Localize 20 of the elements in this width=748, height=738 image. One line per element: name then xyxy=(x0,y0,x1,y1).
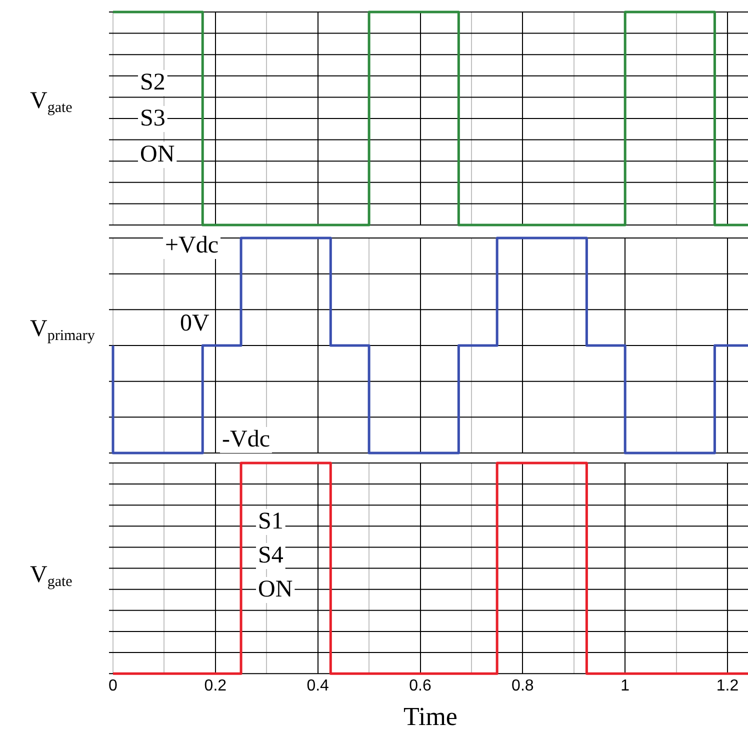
annotation: ON xyxy=(140,141,175,168)
annotation: +Vdc xyxy=(165,232,219,258)
y-axis-title: V$_{gate}$ xyxy=(30,562,72,591)
x-tick-label: 1 xyxy=(620,678,630,695)
annotation: S1 xyxy=(258,508,284,534)
x-tick-label: 0.2 xyxy=(204,678,227,695)
x-tick-label: 0.8 xyxy=(512,678,534,695)
x-tick-label: 0 xyxy=(108,678,118,695)
y-axis-title: V$_{gate}$ xyxy=(30,88,72,117)
x-tick-label: 1.2 xyxy=(716,678,739,695)
annotation: ON xyxy=(258,576,293,602)
x-axis-title: Time xyxy=(404,702,458,732)
x-tick-label: 0.6 xyxy=(409,678,432,695)
x-tick-label: 0.4 xyxy=(306,678,330,695)
annotation: S2 xyxy=(140,69,166,96)
annotation: S3 xyxy=(140,105,166,132)
y-axis-title: V$_{primary}$ xyxy=(30,316,95,345)
annotation: 0V xyxy=(180,310,210,336)
annotation: S4 xyxy=(258,542,284,568)
annotation: -Vdc xyxy=(222,426,270,452)
